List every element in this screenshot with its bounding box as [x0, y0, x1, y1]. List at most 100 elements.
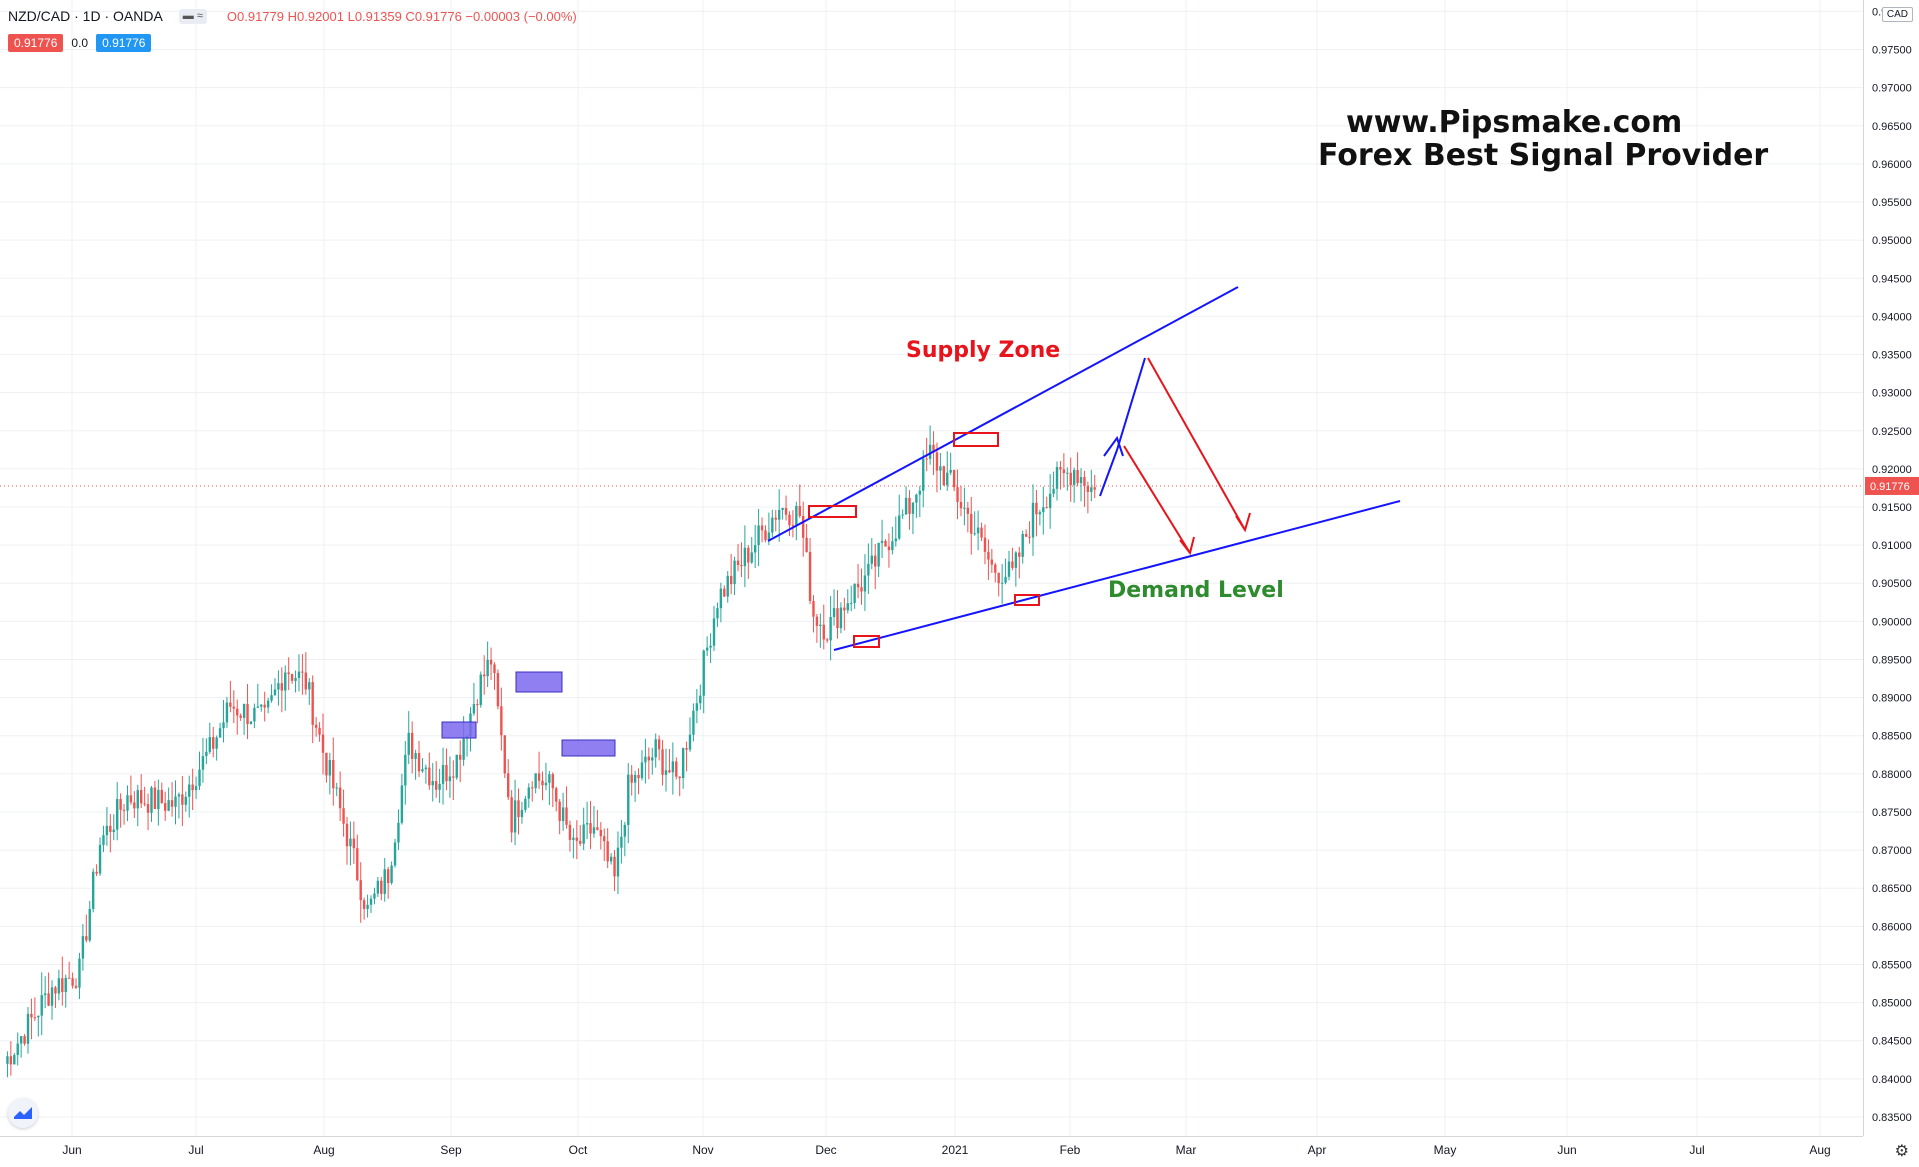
candle-down: [325, 752, 328, 776]
candle-up: [904, 497, 908, 515]
candle-up: [112, 829, 115, 832]
sell-price-button[interactable]: 0.91776: [8, 34, 64, 52]
time-tick-label: Oct: [569, 1143, 588, 1157]
candle-down: [942, 466, 946, 486]
candlestick-chart[interactable]: [0, 0, 1863, 1136]
time-tick-label: Feb: [1060, 1143, 1081, 1157]
candle-up: [1042, 507, 1045, 513]
candle-up: [105, 825, 109, 836]
candle-down: [798, 505, 801, 516]
candle-up: [702, 650, 705, 696]
candle-down: [445, 764, 448, 782]
key-level-box: [953, 432, 999, 447]
candle-down: [764, 530, 767, 540]
drawings-layer: [441, 286, 1401, 757]
candle-up: [64, 977, 67, 993]
candle-down: [908, 497, 911, 514]
candle-up: [126, 795, 129, 811]
price-tick-label: 0.96500: [1872, 121, 1912, 133]
upper-trendline: [767, 286, 1239, 542]
candle-up: [369, 898, 373, 905]
candle-down: [1062, 469, 1066, 474]
candle-up: [753, 545, 757, 553]
candle-up: [270, 695, 273, 701]
time-axis[interactable]: Jun Jul Aug Sep Oct Nov Dec 2021 Feb Mar Apr May Jun…: [0, 1136, 1863, 1162]
candle-down: [956, 487, 959, 502]
candle-down: [1024, 534, 1028, 537]
candle-down: [246, 703, 249, 725]
candle-up: [26, 1013, 30, 1044]
candle-up: [174, 796, 177, 807]
candle-up: [819, 624, 822, 626]
candle-down: [71, 978, 74, 986]
candle-up: [870, 555, 873, 564]
symbol-title[interactable]: NZD/CAD · 1D · OANDA: [8, 8, 163, 24]
currency-label[interactable]: CAD: [1881, 7, 1913, 22]
chart-pane[interactable]: [0, 0, 1863, 1136]
candle-up: [716, 608, 719, 619]
candle-down: [887, 546, 891, 551]
projection-down-path-2: [1147, 357, 1246, 531]
candle-down: [67, 977, 71, 979]
candle-down: [160, 789, 163, 804]
tradingview-logo-icon[interactable]: [8, 1098, 38, 1128]
candle-up: [43, 993, 47, 996]
price-tick-label: 0.90500: [1872, 578, 1912, 590]
candle-up: [548, 774, 551, 783]
candle-down: [146, 804, 150, 813]
candle-down: [990, 559, 994, 565]
candle-down: [191, 784, 194, 791]
legend-toggle-button[interactable]: ▬ ≈: [178, 8, 207, 24]
candle-up: [222, 722, 225, 729]
candle-up: [777, 509, 781, 520]
candle-up: [98, 844, 102, 874]
candle-up: [472, 704, 476, 714]
candle-up: [839, 607, 843, 629]
price-tick-label: 0.85000: [1872, 998, 1912, 1010]
candle-up: [349, 838, 352, 847]
candle-up: [863, 575, 867, 592]
candle-up: [743, 547, 747, 567]
candle-down: [311, 682, 314, 725]
candle-down: [119, 799, 122, 810]
price-tick-label: 0.97500: [1872, 45, 1912, 57]
candle-up: [57, 978, 61, 994]
candle-down: [565, 807, 568, 825]
candle-up: [260, 704, 263, 707]
candle-down: [613, 856, 616, 877]
buy-price-button[interactable]: 0.91776: [96, 34, 152, 52]
supply-demand-zone: [561, 739, 616, 757]
candle-down: [517, 800, 520, 818]
candle-up: [726, 575, 729, 597]
candle-down: [596, 827, 599, 830]
candle-up: [544, 782, 548, 786]
time-tick-label: Jun: [1557, 1143, 1576, 1157]
candle-down: [170, 800, 174, 807]
candle-up: [16, 1043, 19, 1056]
candle-up: [1066, 472, 1069, 474]
candle-down: [507, 773, 510, 798]
candle-up: [198, 769, 201, 787]
candle-down: [290, 674, 294, 681]
candle-down: [61, 978, 64, 993]
time-tick-label: 2021: [942, 1143, 969, 1157]
supply-demand-zone: [515, 671, 563, 693]
candle-down: [133, 802, 136, 809]
candle-up: [383, 869, 386, 894]
candle-down: [458, 754, 462, 760]
candle-down: [843, 607, 846, 611]
candle-down: [417, 753, 421, 772]
candle-up: [699, 695, 702, 704]
candle-up: [832, 608, 836, 617]
price-tick-label: 0.95000: [1872, 235, 1912, 247]
candle-up: [421, 769, 424, 772]
candle-down: [661, 749, 664, 775]
candle-up: [1090, 487, 1093, 492]
candle-up: [249, 721, 253, 725]
candle-up: [705, 647, 709, 651]
candle-up: [846, 603, 849, 611]
candle-up: [850, 602, 853, 604]
price-tick-label: 0.91000: [1872, 540, 1912, 552]
gear-icon[interactable]: ⚙: [1894, 1143, 1909, 1160]
price-axis[interactable]: CAD 0.83500 0.84000 0.84500 0.85000 0.85500 0…: [1863, 0, 1919, 1136]
